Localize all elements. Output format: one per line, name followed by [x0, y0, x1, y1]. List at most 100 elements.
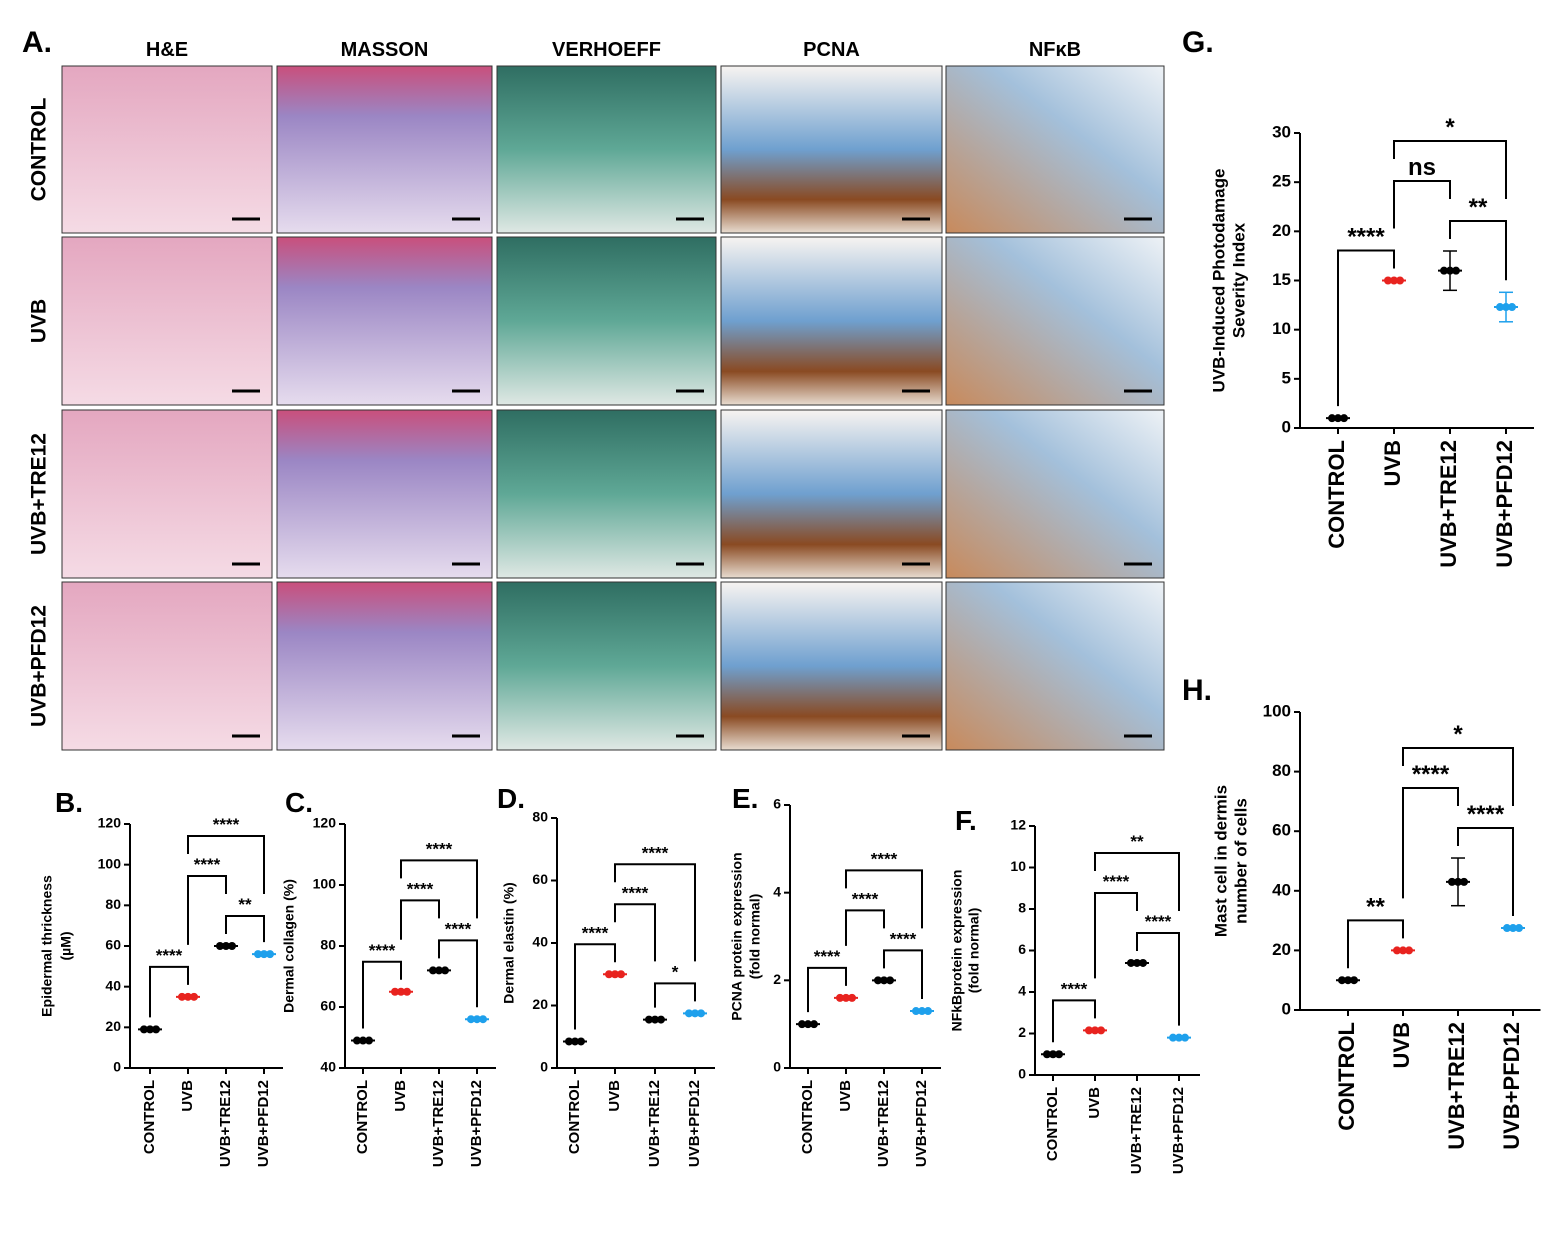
y-tick-label: 20	[1272, 221, 1291, 240]
y-tick-label: 2	[773, 971, 781, 987]
x-tick-label: UVB+PFD12	[255, 1080, 272, 1167]
x-tick-label: UVB+PFD12	[686, 1080, 703, 1167]
significance-label: ****	[407, 879, 434, 898]
y-tick-label: 0	[1282, 999, 1291, 1018]
row-label: UVB+TRE12	[28, 433, 51, 555]
significance-bracket	[807, 966, 847, 1013]
row-label: UVB	[28, 299, 51, 343]
y-tick-label: 120	[313, 815, 337, 831]
significance-bracket	[149, 965, 189, 1018]
y-tick-label: 5	[1282, 368, 1291, 387]
y-axis-label: (µM)	[58, 931, 74, 960]
significance-label: ****	[622, 883, 649, 902]
y-tick-label: 6	[1018, 941, 1026, 957]
significance-bracket	[1347, 919, 1404, 969]
y-axis-label: NFkBprotein expression	[949, 870, 965, 1032]
significance-bracket	[1393, 140, 1507, 199]
x-tick-label: CONTROL	[799, 1080, 816, 1154]
histology-image	[945, 65, 1165, 234]
histology-image	[61, 65, 273, 234]
chart-label: F.	[955, 805, 977, 836]
y-axis-label: (fold normal)	[747, 894, 763, 980]
chart-label: E.	[732, 783, 758, 814]
histology-image	[496, 236, 717, 406]
y-axis-label: PCNA protein expression	[729, 852, 745, 1020]
x-tick-label: UVB	[179, 1080, 196, 1112]
chart-label: B.	[55, 787, 83, 818]
chart-label: G.	[1182, 26, 1214, 59]
significance-label: **	[238, 895, 252, 914]
x-tick-label: CONTROL	[1334, 1022, 1359, 1131]
chart-label: C.	[285, 787, 313, 818]
significance-bracket	[614, 903, 656, 962]
y-tick-label: 80	[532, 809, 548, 825]
y-tick-label: 20	[532, 996, 548, 1012]
significance-bracket	[1457, 827, 1514, 917]
x-tick-label: UVB+TRE12	[430, 1080, 447, 1167]
y-axis-label: UVB-Induced Photodamage	[1209, 169, 1228, 393]
histology-image	[945, 236, 1165, 406]
significance-label: ****	[1347, 224, 1385, 251]
y-tick-label: 40	[532, 934, 548, 950]
significance-label: ns	[1408, 154, 1436, 181]
significance-bracket	[400, 899, 440, 940]
x-tick-label: UVB	[1380, 440, 1405, 486]
y-tick-label: 25	[1272, 172, 1291, 191]
y-tick-label: 6	[773, 796, 781, 812]
significance-bracket	[1136, 931, 1180, 1026]
significance-label: ****	[426, 839, 453, 858]
significance-label: ****	[582, 923, 609, 942]
histology-image	[720, 581, 943, 751]
significance-label: ****	[194, 855, 221, 874]
x-tick-label: UVB+TRE12	[1436, 440, 1461, 568]
x-tick-label: UVB+TRE12	[217, 1080, 234, 1167]
y-tick-label: 8	[1018, 900, 1026, 916]
histology-image	[61, 236, 273, 406]
significance-label: ****	[445, 919, 472, 938]
significance-label: ****	[369, 941, 396, 960]
y-tick-label: 40	[105, 977, 121, 993]
histology-image	[945, 581, 1165, 751]
column-header: PCNA	[803, 39, 860, 61]
y-tick-label: 20	[105, 1018, 121, 1034]
y-tick-label: 10	[1010, 858, 1026, 874]
x-tick-label: UVB	[392, 1080, 409, 1112]
significance-bracket	[1337, 249, 1395, 407]
y-tick-label: 40	[1272, 880, 1291, 899]
y-tick-label: 60	[532, 871, 548, 887]
x-tick-label: UVB+PFD12	[913, 1080, 930, 1167]
x-tick-label: UVB+PFD12	[1492, 440, 1517, 568]
x-tick-label: UVB+TRE12	[1128, 1087, 1145, 1174]
significance-bracket	[362, 960, 402, 1029]
x-tick-label: UVB+TRE12	[1444, 1022, 1469, 1150]
y-tick-label: 0	[540, 1059, 548, 1075]
y-axis-label: Severity Index	[1229, 222, 1248, 338]
significance-bracket	[225, 915, 265, 943]
significance-label: ****	[1145, 912, 1172, 931]
significance-label: ****	[1103, 872, 1130, 891]
significance-label: ****	[1412, 761, 1450, 788]
significance-label: **	[1469, 194, 1488, 221]
significance-label: ****	[814, 947, 841, 966]
y-axis-label: Dermal elastin (%)	[501, 882, 517, 1003]
histology-image	[496, 65, 717, 234]
x-tick-label: UVB	[1086, 1087, 1103, 1119]
y-tick-label: 80	[320, 937, 336, 953]
x-tick-label: CONTROL	[141, 1080, 158, 1154]
y-tick-label: 120	[98, 815, 122, 831]
significance-bracket	[574, 943, 616, 1030]
histology-image	[61, 409, 273, 579]
x-tick-label: UVB+PFD12	[1170, 1087, 1187, 1174]
significance-bracket	[845, 869, 923, 929]
column-header: NFκB	[1029, 39, 1081, 61]
significance-bracket	[1402, 747, 1514, 807]
significance-bracket	[1052, 999, 1096, 1043]
column-header: MASSON	[341, 39, 429, 61]
significance-bracket	[187, 875, 227, 945]
y-tick-label: 20	[1272, 940, 1291, 959]
significance-label: **	[1366, 893, 1385, 920]
histology-image	[276, 236, 493, 406]
significance-bracket	[187, 835, 265, 894]
